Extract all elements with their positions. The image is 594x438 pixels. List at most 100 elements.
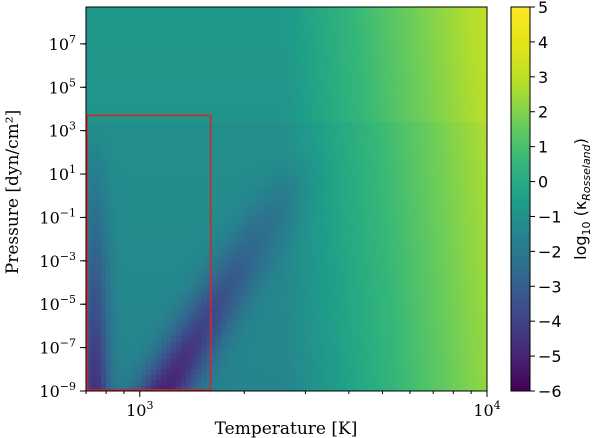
- heatmap-cell: [422, 342, 428, 348]
- heatmap-cell: [302, 23, 308, 29]
- heatmap-cell: [121, 254, 127, 260]
- heatmap-cell: [136, 161, 142, 167]
- heatmap-cell: [332, 177, 338, 183]
- heatmap-cell: [412, 194, 418, 200]
- heatmap-cell: [352, 7, 358, 13]
- heatmap-cell: [221, 276, 227, 282]
- heatmap-cell: [392, 89, 398, 95]
- heatmap-cell: [292, 342, 298, 348]
- heatmap-cell: [287, 320, 293, 326]
- heatmap-cell: [462, 342, 468, 348]
- heatmap-cell: [156, 161, 162, 167]
- heatmap-cell: [276, 139, 282, 145]
- heatmap-cell: [407, 7, 413, 13]
- heatmap-cell: [442, 133, 448, 139]
- heatmap-cell: [337, 144, 343, 150]
- heatmap-cell: [171, 133, 177, 139]
- heatmap-cell: [457, 122, 463, 128]
- heatmap-cell: [201, 336, 207, 342]
- heatmap-cell: [131, 122, 137, 128]
- heatmap-cell: [447, 287, 453, 293]
- heatmap-cell: [377, 342, 383, 348]
- heatmap-cell: [246, 210, 252, 216]
- heatmap-cell: [347, 287, 353, 293]
- heatmap-cell: [216, 155, 222, 161]
- heatmap-cell: [297, 62, 303, 68]
- heatmap-cell: [131, 336, 137, 342]
- heatmap-cell: [287, 270, 293, 276]
- heatmap-cell: [427, 84, 433, 90]
- heatmap-cell: [377, 155, 383, 161]
- heatmap-cell: [407, 276, 413, 282]
- heatmap-cell: [387, 243, 393, 249]
- heatmap-cell: [201, 292, 207, 298]
- heatmap-cell: [422, 7, 428, 13]
- heatmap-cell: [131, 325, 137, 331]
- heatmap-cell: [211, 100, 217, 106]
- heatmap-cell: [231, 292, 237, 298]
- heatmap-cell: [347, 29, 353, 35]
- heatmap-cell: [111, 139, 117, 145]
- heatmap-cell: [472, 161, 478, 167]
- heatmap-cell: [206, 95, 212, 101]
- heatmap-cell: [101, 100, 107, 106]
- heatmap-cell: [161, 166, 167, 172]
- heatmap-cell: [211, 309, 217, 315]
- heatmap-cell: [392, 106, 398, 112]
- heatmap-cell: [216, 232, 222, 238]
- heatmap-cell: [281, 243, 287, 249]
- heatmap-cell: [377, 215, 383, 221]
- heatmap-cell: [337, 270, 343, 276]
- heatmap-cell: [276, 199, 282, 205]
- heatmap-cell: [201, 95, 207, 101]
- heatmap-cell: [121, 150, 127, 156]
- heatmap-cell: [276, 100, 282, 106]
- heatmap-cell: [176, 56, 182, 62]
- heatmap-cell: [101, 259, 107, 265]
- heatmap-cell: [116, 177, 122, 183]
- heatmap-cell: [96, 166, 102, 172]
- heatmap-cell: [307, 40, 313, 46]
- heatmap-cell: [231, 298, 237, 304]
- heatmap-cell: [387, 188, 393, 194]
- heatmap-cell: [412, 331, 418, 337]
- heatmap-cell: [357, 309, 363, 315]
- heatmap-cell: [297, 254, 303, 260]
- heatmap-cell: [362, 155, 368, 161]
- heatmap-cell: [271, 73, 277, 79]
- heatmap-cell: [412, 18, 418, 24]
- heatmap-cell: [226, 221, 232, 227]
- heatmap-cell: [101, 309, 107, 315]
- heatmap-cell: [201, 210, 207, 216]
- heatmap-cell: [256, 56, 262, 62]
- heatmap-cell: [221, 40, 227, 46]
- heatmap-cell: [327, 100, 333, 106]
- heatmap-cell: [437, 133, 443, 139]
- heatmap-cell: [226, 314, 232, 320]
- heatmap-cell: [307, 226, 313, 232]
- heatmap-cell: [141, 254, 147, 260]
- heatmap-cell: [347, 265, 353, 271]
- heatmap-cell: [266, 84, 272, 90]
- heatmap-cell: [101, 89, 107, 95]
- heatmap-cell: [106, 281, 112, 287]
- heatmap-cell: [206, 100, 212, 106]
- heatmap-cell: [101, 199, 107, 205]
- heatmap-cell: [116, 18, 122, 24]
- heatmap-cell: [236, 12, 242, 18]
- heatmap-cell: [477, 89, 483, 95]
- heatmap-cell: [231, 166, 237, 172]
- heatmap-cell: [347, 226, 353, 232]
- heatmap-cell: [106, 309, 112, 315]
- heatmap-cell: [312, 7, 318, 13]
- heatmap-cell: [121, 34, 127, 40]
- heatmap-cell: [357, 100, 363, 106]
- heatmap-cell: [477, 100, 483, 106]
- heatmap-cell: [407, 265, 413, 271]
- heatmap-cell: [362, 204, 368, 210]
- heatmap-cell: [131, 7, 137, 13]
- heatmap-cell: [377, 161, 383, 167]
- heatmap-cell: [141, 100, 147, 106]
- heatmap-cell: [186, 133, 192, 139]
